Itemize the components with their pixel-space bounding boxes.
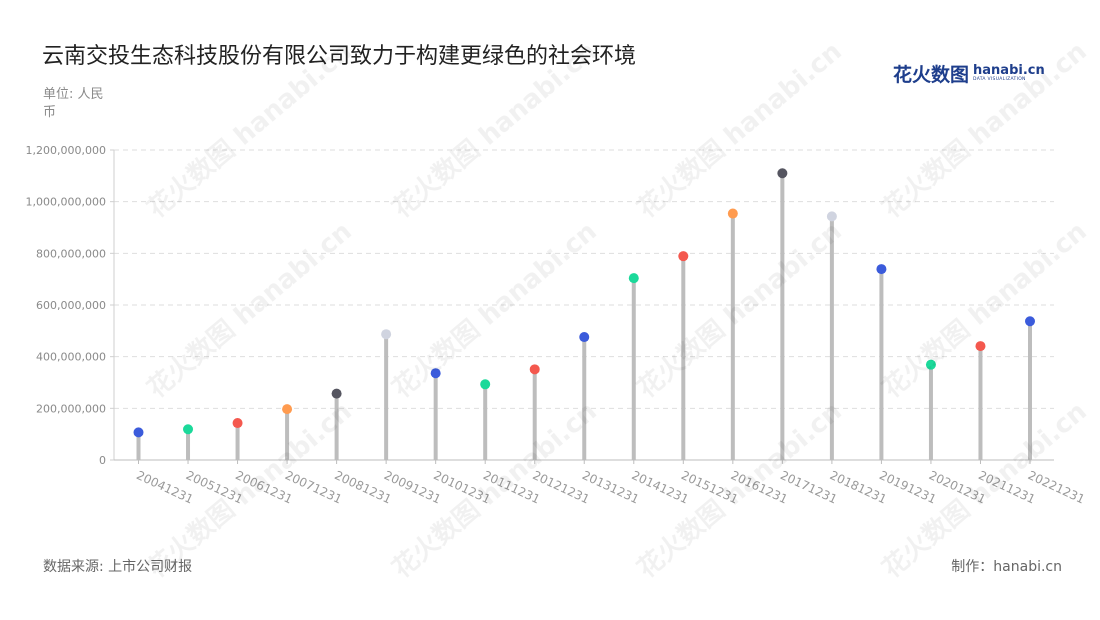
y-tick-label: 0 <box>99 454 106 467</box>
lollipop-dot <box>975 341 986 352</box>
lollipop-dot <box>430 368 441 379</box>
lollipop-dot <box>529 364 540 375</box>
brand-logo: 花火数图 hanabi.cn DATA VISUALIZATION <box>893 60 1045 87</box>
lollipop-dot <box>282 404 293 415</box>
x-tick-label: 20221231 <box>1026 468 1087 507</box>
lollipop-dot <box>331 388 342 399</box>
y-tick-label: 1,000,000,000 <box>26 196 106 209</box>
lollipop-dot <box>925 359 936 370</box>
lollipop-dot <box>1025 316 1035 327</box>
lollipop-dot <box>579 332 590 343</box>
credit: 制作：hanabi.cn <box>951 559 1062 575</box>
lollipop-dot <box>133 427 144 438</box>
lollipop-dot <box>777 168 788 179</box>
lollipop-dot <box>826 211 837 222</box>
logo-cn-text: 花火数图 <box>893 64 970 86</box>
lollipop-dot <box>727 208 738 219</box>
lollipop-dot <box>678 251 689 262</box>
y-tick-label: 800,000,000 <box>36 247 106 260</box>
lollipop-dot <box>232 418 243 429</box>
lollipop-dot <box>183 424 194 435</box>
lollipop-dot <box>480 379 491 390</box>
data-source: 数据来源: 上市公司财报 <box>43 559 193 575</box>
chart-title: 云南交投生态科技股份有限公司致力于构建更绿色的社会环境 <box>42 44 637 69</box>
lollipop-dot <box>628 273 639 284</box>
y-tick-label: 600,000,000 <box>36 299 106 312</box>
logo-en-text: hanabi.cn <box>973 63 1045 79</box>
y-tick-label: 200,000,000 <box>36 402 106 415</box>
lollipop-dot <box>876 264 887 275</box>
unit-label: 单位: 人民币 <box>43 87 104 120</box>
logo-sub-text: DATA VISUALIZATION <box>973 77 1026 83</box>
lollipop-dot <box>381 329 392 340</box>
y-tick-label: 1,200,000,000 <box>26 144 106 157</box>
y-tick-label: 400,000,000 <box>36 351 106 364</box>
